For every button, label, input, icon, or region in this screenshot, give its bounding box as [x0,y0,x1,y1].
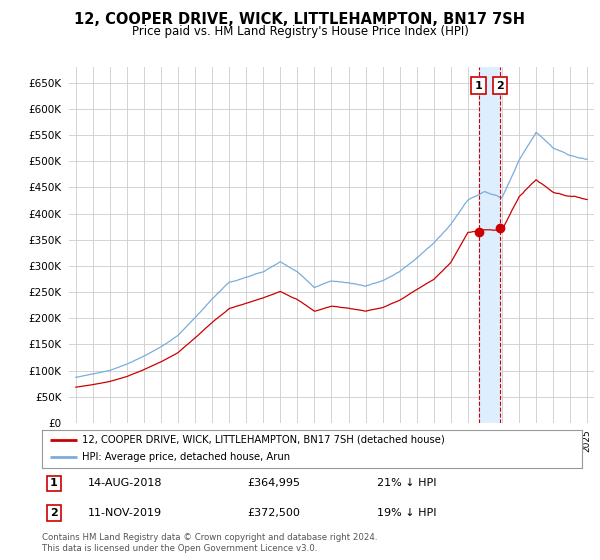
Text: 11-NOV-2019: 11-NOV-2019 [88,508,162,518]
Text: Contains HM Land Registry data © Crown copyright and database right 2024.
This d: Contains HM Land Registry data © Crown c… [42,533,377,553]
Text: Price paid vs. HM Land Registry's House Price Index (HPI): Price paid vs. HM Land Registry's House … [131,25,469,38]
Text: 1: 1 [50,478,58,488]
Text: 21% ↓ HPI: 21% ↓ HPI [377,478,436,488]
Text: 14-AUG-2018: 14-AUG-2018 [88,478,163,488]
Text: £372,500: £372,500 [247,508,300,518]
Bar [479,67,500,423]
Text: HPI: Average price, detached house, Arun: HPI: Average price, detached house, Arun [83,452,290,463]
Text: 19% ↓ HPI: 19% ↓ HPI [377,508,436,518]
Text: 12, COOPER DRIVE, WICK, LITTLEHAMPTON, BN17 7SH: 12, COOPER DRIVE, WICK, LITTLEHAMPTON, B… [74,12,526,27]
Text: £364,995: £364,995 [247,478,300,488]
Text: 12, COOPER DRIVE, WICK, LITTLEHAMPTON, BN17 7SH (detached house): 12, COOPER DRIVE, WICK, LITTLEHAMPTON, B… [83,435,445,445]
Text: 2: 2 [496,81,503,91]
Text: 1: 1 [475,81,482,91]
Text: 2: 2 [50,508,58,518]
